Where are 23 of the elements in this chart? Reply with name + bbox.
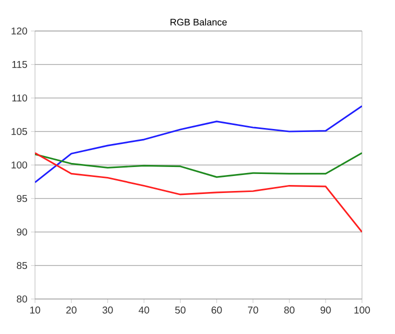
x-tick-label: 10 [30,306,40,314]
x-tick-label: 20 [66,306,76,314]
y-tick-label: 80 [16,295,28,303]
x-tick-label: 50 [175,306,186,314]
x-tick-label: 30 [102,306,113,314]
x-tick-label: 70 [248,306,258,314]
line-series [35,152,362,233]
x-tick-label: 100 [354,306,370,314]
y-tick-label: 90 [16,228,28,236]
y-tick-label: 95 [16,194,28,202]
y-tick-label: 115 [12,61,28,68]
x-tick-label: 90 [320,306,331,314]
y-tick-label: 120 [12,27,28,35]
y-tick-label: 105 [12,128,28,136]
line-series [35,105,362,184]
y-tick-label: 85 [16,262,28,270]
y-tick-label: 110 [12,94,28,102]
line-series [35,152,362,178]
chart-title: RGB Balance [170,18,227,26]
x-tick-label: 40 [138,306,150,314]
x-tick-label: 80 [284,306,294,314]
x-tick-label: 60 [212,306,222,314]
y-tick-label: 100 [12,161,28,169]
